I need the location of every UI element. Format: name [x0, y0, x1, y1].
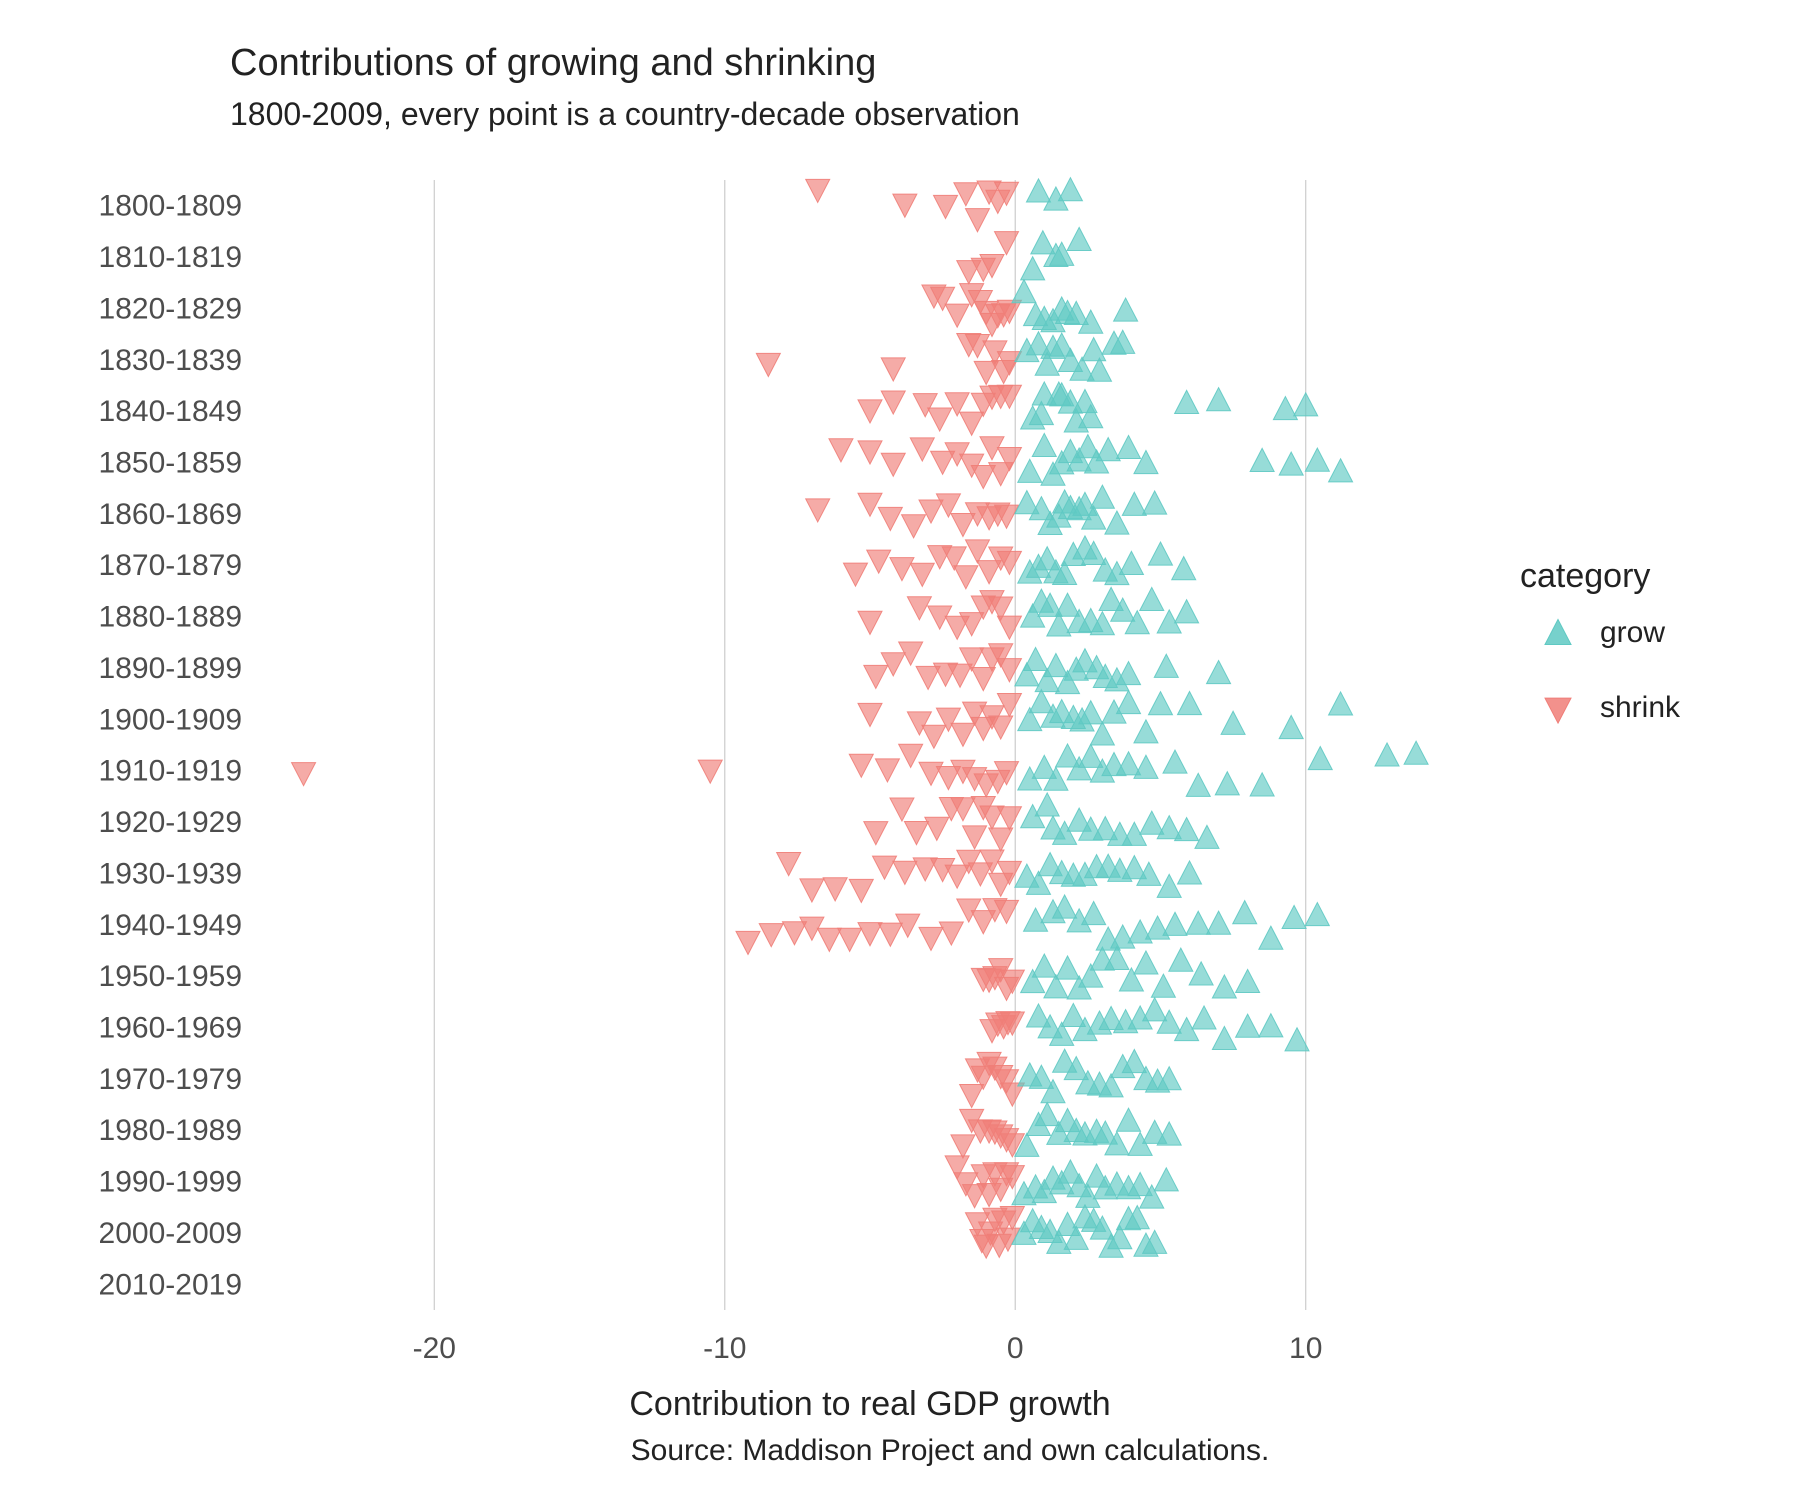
y-tick-label: 1920-1929 [99, 806, 242, 839]
y-tick-label: 1960-1969 [99, 1012, 242, 1045]
y-tick-label: 1830-1839 [99, 344, 242, 377]
legend-label-grow: grow [1600, 616, 1665, 649]
x-tick-label: 10 [1289, 1332, 1322, 1365]
y-tick-label: 1820-1829 [99, 292, 242, 325]
y-tick-label: 1810-1819 [99, 241, 242, 274]
y-tick-label: 1860-1869 [99, 498, 242, 531]
y-tick-label: 2010-2019 [99, 1268, 242, 1301]
chart-caption: Source: Maddison Project and own calcula… [631, 1434, 1270, 1467]
y-tick-label: 1990-1999 [99, 1166, 242, 1199]
y-tick-label: 1930-1939 [99, 857, 242, 890]
y-tick-label: 1870-1879 [99, 549, 242, 582]
y-tick-label: 1850-1859 [99, 447, 242, 480]
x-tick-label: 0 [1007, 1332, 1024, 1365]
x-tick-label: -20 [413, 1332, 456, 1365]
chart-container: Contributions of growing and shrinking 18… [0, 0, 1800, 1500]
y-tick-label: 1980-1989 [99, 1114, 242, 1147]
chart-title: Contributions of growing and shrinking [230, 42, 876, 84]
legend-title: category [1520, 557, 1650, 595]
chart-svg: Contributions of growing and shrinking 18… [0, 0, 1800, 1500]
legend-label-shrink: shrink [1600, 691, 1681, 724]
y-tick-label: 2000-2009 [99, 1217, 242, 1250]
y-tick-label: 1890-1899 [99, 652, 242, 685]
chart-background [0, 0, 1800, 1500]
x-axis-label: Contribution to real GDP growth [629, 1385, 1110, 1423]
y-tick-label: 1800-1809 [99, 190, 242, 223]
y-tick-label: 1880-1889 [99, 601, 242, 634]
chart-subtitle: 1800-2009, every point is a country-deca… [230, 96, 1020, 132]
x-tick-label: -10 [703, 1332, 746, 1365]
y-tick-label: 1840-1849 [99, 395, 242, 428]
y-tick-label: 1970-1979 [99, 1063, 242, 1096]
y-tick-label: 1910-1919 [99, 755, 242, 788]
y-tick-label: 1950-1959 [99, 960, 242, 993]
y-tick-label: 1900-1909 [99, 703, 242, 736]
y-tick-label: 1940-1949 [99, 909, 242, 942]
